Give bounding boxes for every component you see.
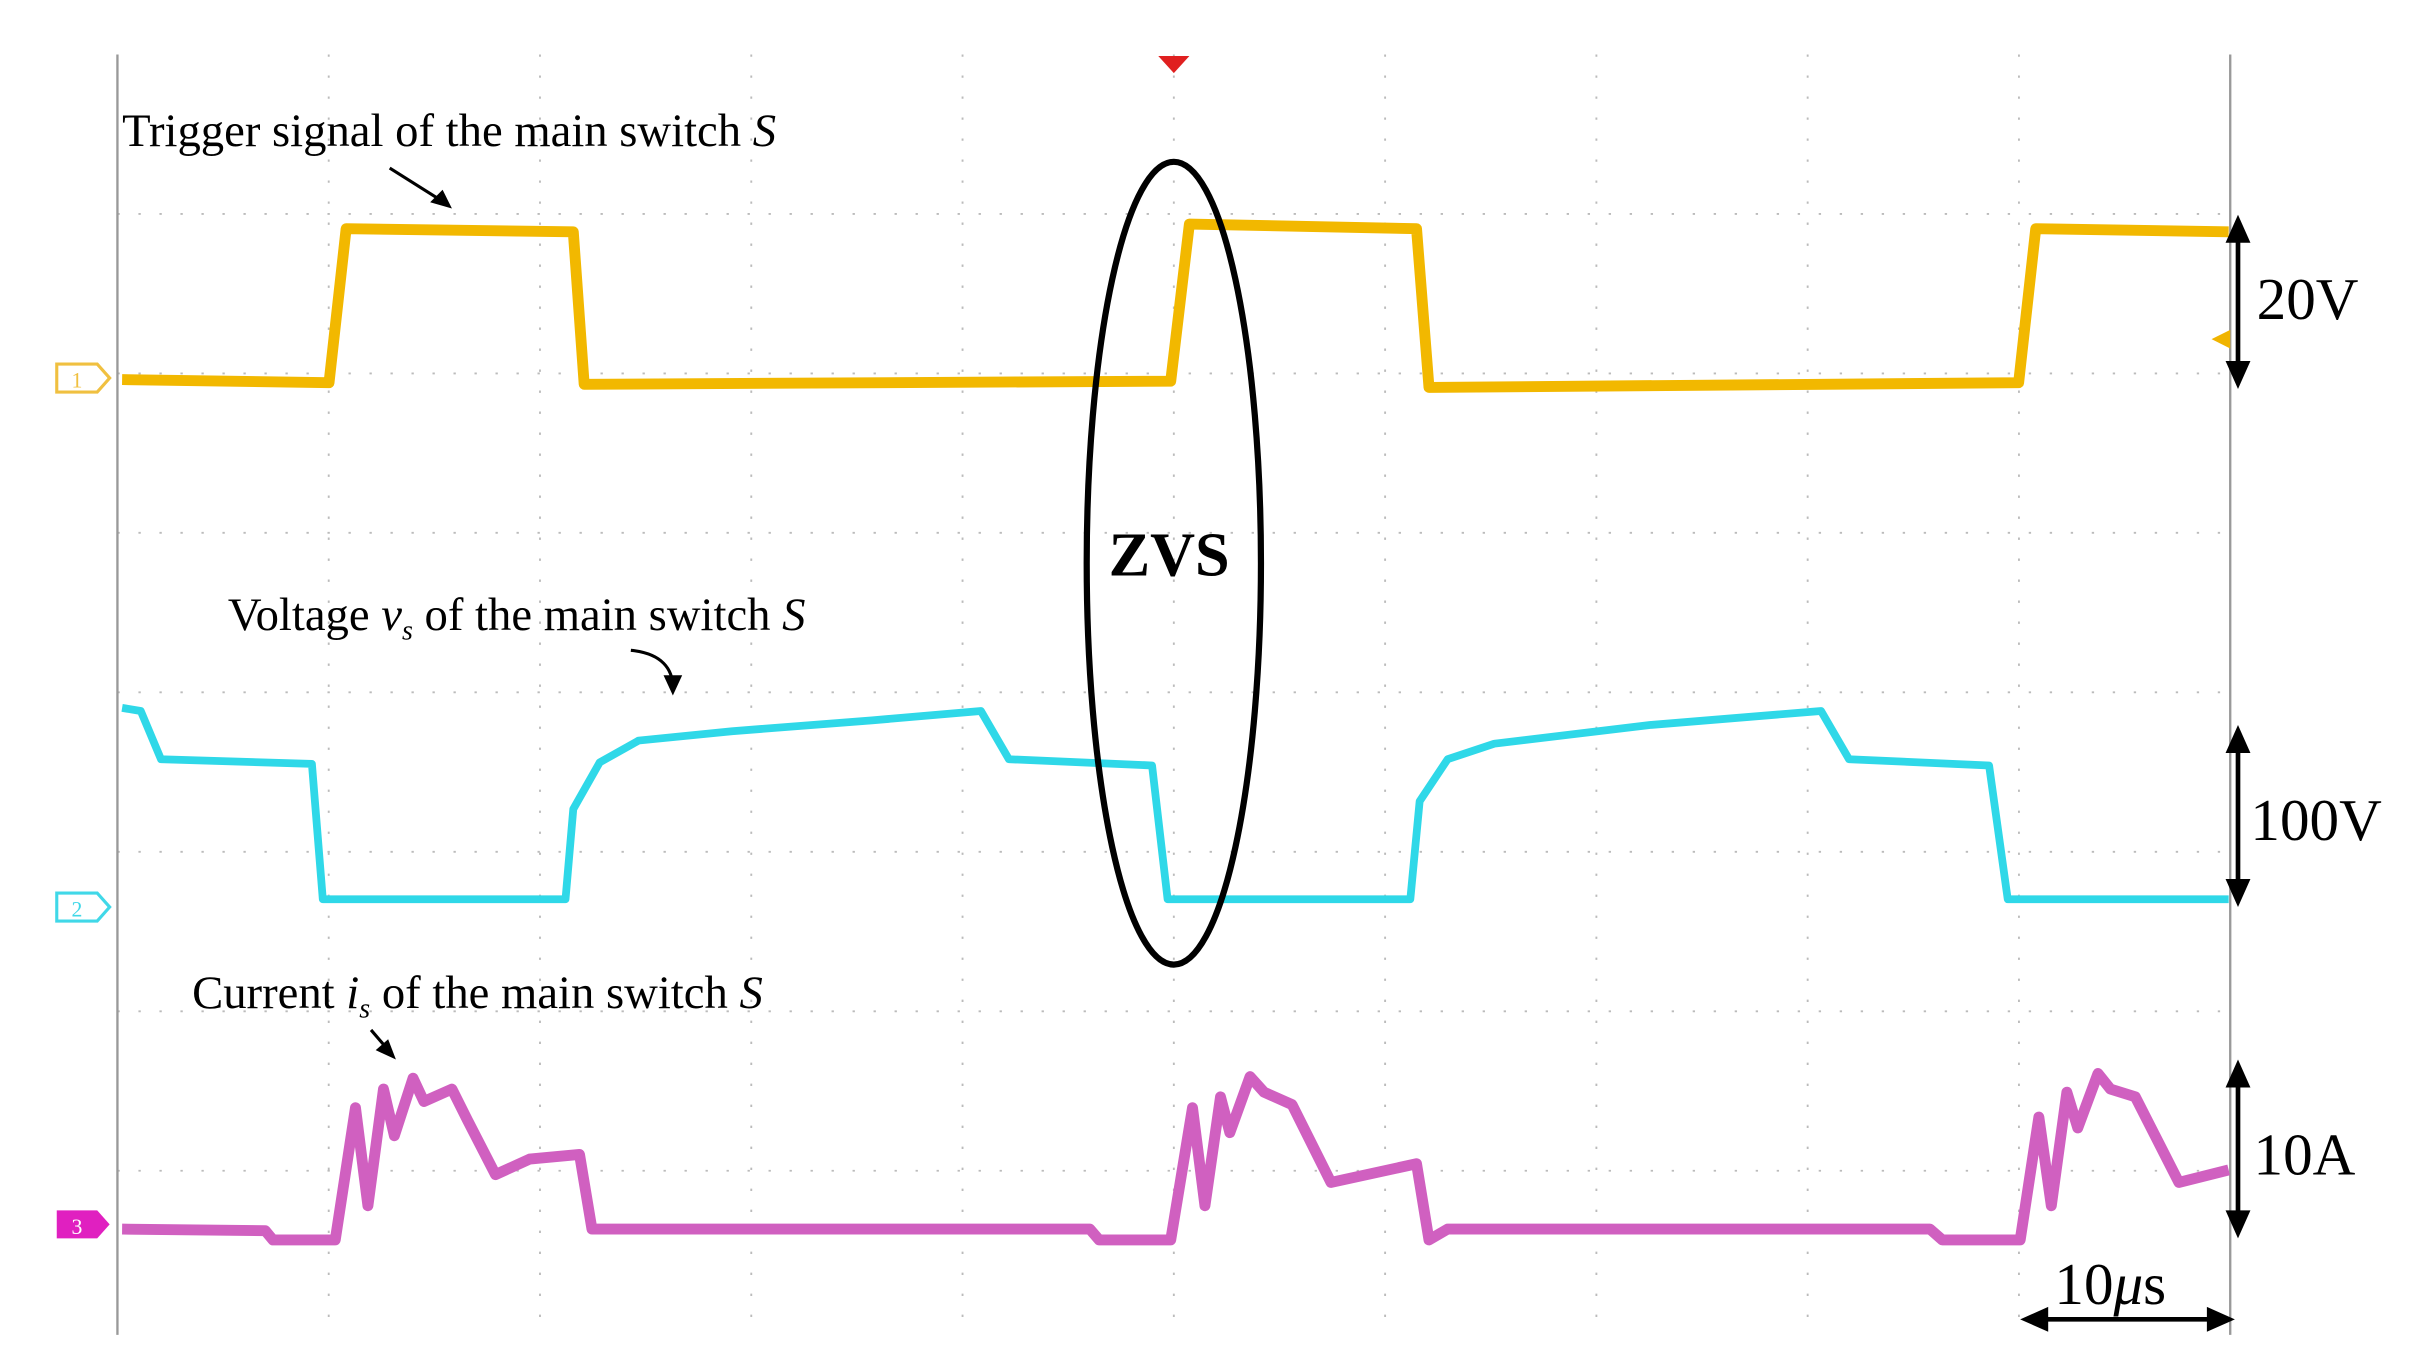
text: Trigger signal of the main switch: [122, 105, 753, 157]
variable: S: [739, 967, 762, 1019]
channel-markers: 1 2 3: [55, 362, 112, 1239]
text: of the main switch: [370, 967, 739, 1019]
arrowhead: [430, 189, 452, 209]
ch1-marker: [55, 362, 112, 394]
subscript: s: [359, 993, 370, 1024]
ch2-marker: [55, 891, 112, 923]
trace-ch1: [122, 218, 2229, 393]
ch1-label: 1: [72, 368, 83, 392]
trigger-level: [2211, 329, 2231, 349]
trace-ch3: [122, 1068, 2230, 1246]
ch1-scale: 20V: [2257, 266, 2359, 332]
subscript: s: [402, 615, 413, 646]
arrowhead: [663, 675, 683, 696]
voltage-label: Voltage vs of the main switch S: [228, 589, 806, 646]
ch3-label: 3: [72, 1215, 83, 1239]
ch2-scale: 100V: [2250, 787, 2382, 853]
variable: i: [346, 967, 359, 1019]
scale-arrows: [2031, 225, 2241, 1322]
text: of the main switch: [413, 589, 782, 641]
trigger-label: Trigger signal of the main switch S: [122, 105, 776, 157]
text: Voltage: [228, 589, 381, 641]
ch3-marker: [56, 1210, 110, 1239]
arrowhead: [375, 1039, 396, 1060]
variable: v: [381, 589, 402, 641]
ch2-label: 2: [72, 897, 83, 921]
prefix: μ: [2113, 1251, 2144, 1317]
trace-ch2: [121, 704, 2229, 904]
number: 10: [2054, 1251, 2113, 1317]
arrow: [630, 648, 675, 688]
time-scale: 10μs: [2054, 1251, 2166, 1317]
trigger-marker: [1158, 56, 1190, 74]
variable: S: [782, 589, 805, 641]
zvs-ellipse: [1083, 158, 1265, 968]
grid: [117, 54, 2231, 1331]
variable: S: [753, 105, 776, 157]
unit: s: [2143, 1251, 2166, 1317]
ch3-scale: 10A: [2254, 1122, 2356, 1188]
zvs-label: ZVS: [1109, 522, 1230, 590]
current-label: Current is of the main switch S: [192, 967, 763, 1024]
text: Current: [192, 967, 346, 1019]
